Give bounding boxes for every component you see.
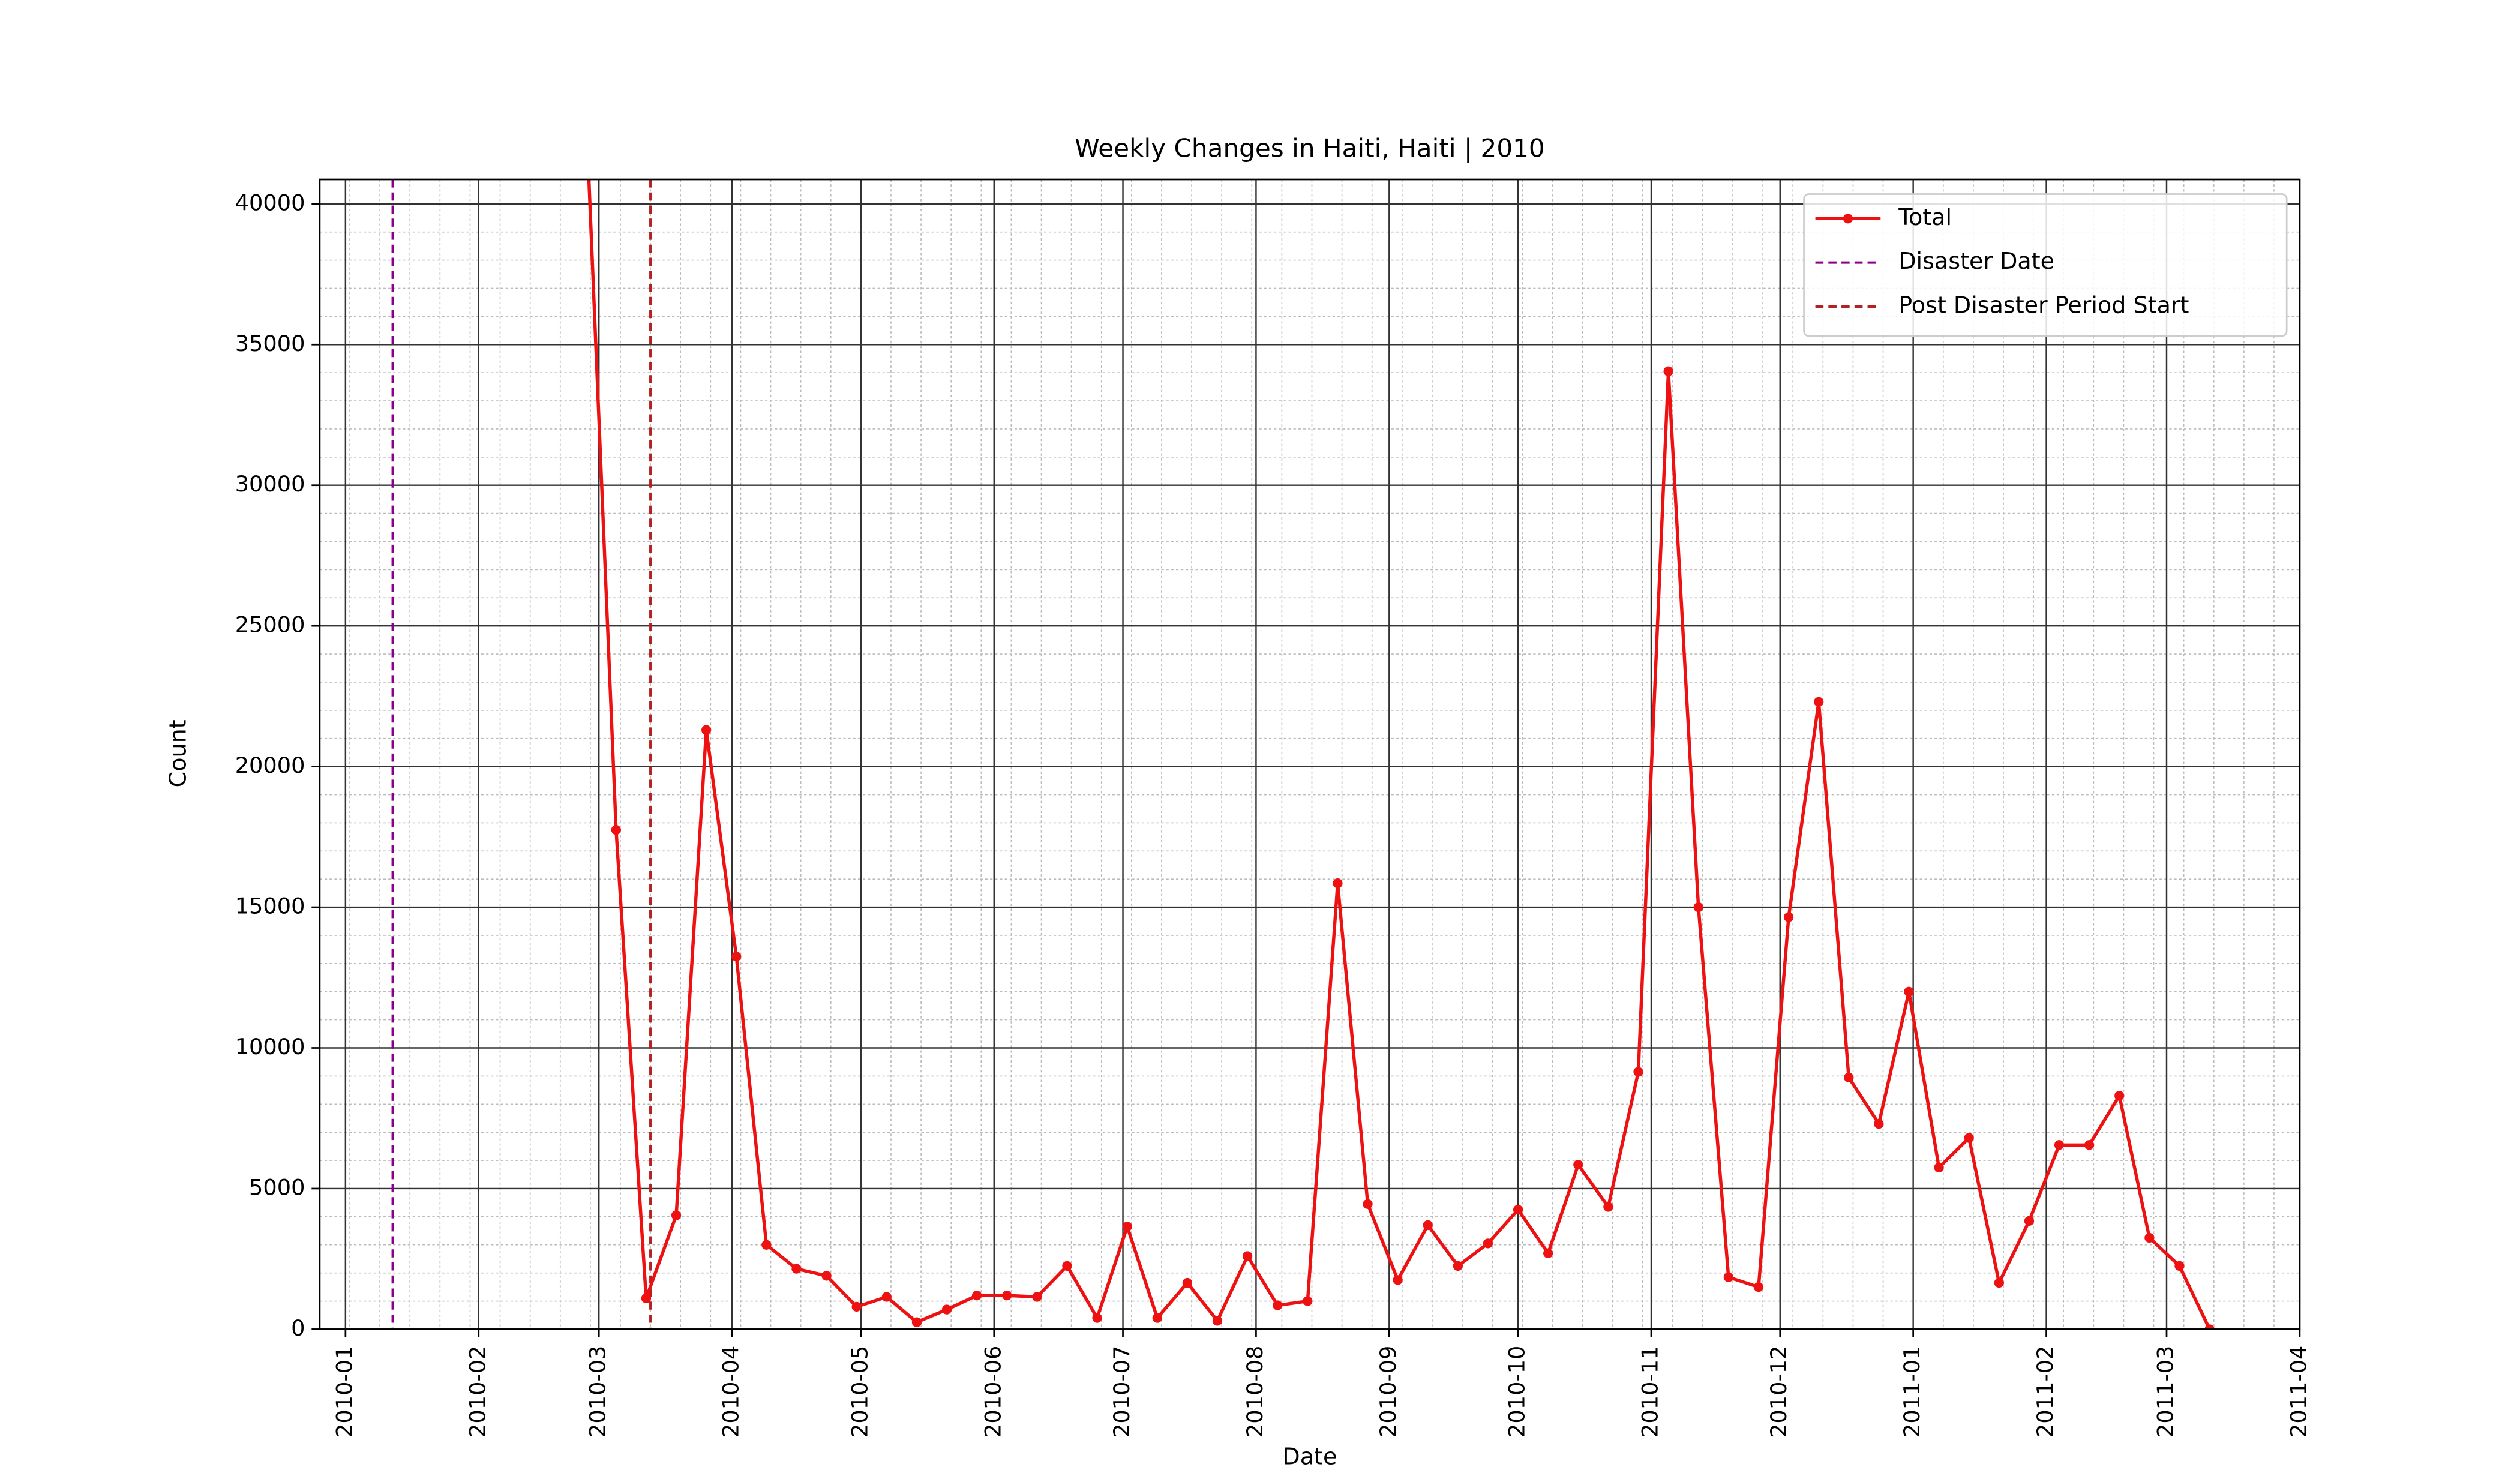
data-point [911,1317,922,1327]
legend-label: Total [1898,204,1952,230]
y-tick-label: 10000 [235,1034,305,1060]
x-tick-label: 2010-04 [718,1346,744,1438]
x-tick-label: 2010-07 [1109,1346,1135,1438]
data-point [1543,1248,1553,1258]
x-tick-label: 2010-10 [1504,1346,1530,1438]
data-point [941,1304,952,1315]
x-tick-label: 2010-02 [464,1346,490,1438]
data-point [1393,1275,1403,1285]
x-tick-label: 2010-06 [980,1346,1006,1438]
data-point [1844,1072,1854,1082]
data-point [731,951,742,962]
data-point [2114,1091,2125,1101]
data-point [1182,1277,1193,1288]
y-tick-label: 5000 [249,1174,305,1200]
data-point [2084,1140,2095,1150]
legend-label: Disaster Date [1898,248,2054,274]
x-tick-label: 2010-03 [585,1346,611,1438]
y-tick-label: 35000 [235,331,305,356]
data-point [1212,1316,1223,1326]
data-point [671,1210,682,1220]
chart-title: Weekly Changes in Haiti, Haiti | 2010 [1075,134,1545,163]
data-point [1633,1067,1643,1077]
x-tick-label: 2010-08 [1242,1346,1268,1438]
data-point [1273,1300,1283,1310]
data-point [1603,1202,1613,1212]
data-point [1753,1282,1764,1292]
axes: 0 5000 10000 15000 20000 25000 30000 35000 40000… [235,190,2312,1438]
data-point [1513,1204,1523,1215]
data-point [1092,1313,1102,1323]
data-point [1693,902,1703,913]
x-tick-label: 2011-02 [2032,1346,2058,1438]
data-point [1152,1313,1162,1323]
data-point [1723,1272,1734,1282]
data-point [2174,1261,2185,1271]
y-tick-label: 25000 [235,612,305,638]
x-tick-label: 2011-01 [1899,1346,1925,1438]
plot-area [391,179,2215,1330]
legend: Total Disaster Date Post Disaster Period S… [1803,193,2288,337]
legend-label: Post Disaster Period Start [1898,292,2189,319]
data-point [1242,1251,1253,1261]
data-point [1783,912,1794,922]
data-point [611,824,621,835]
data-point [1573,1159,1583,1170]
x-axis-label: Date [1282,1444,1337,1470]
data-point [1964,1133,1974,1143]
y-tick-label: 40000 [235,190,305,215]
data-point [1002,1290,1012,1301]
y-tick-label: 30000 [235,471,305,497]
data-point [1904,986,1914,997]
data-point [761,1240,772,1250]
data-point [1062,1261,1072,1271]
x-tick-label: 2011-03 [2153,1346,2179,1438]
x-tick-label: 2010-09 [1375,1346,1401,1438]
x-tick-label: 2011-04 [2285,1346,2311,1438]
data-point [821,1271,832,1281]
plot-frame [319,178,2301,1330]
data-point [1122,1222,1132,1232]
data-point [1423,1220,1433,1231]
x-tick-label: 2010-11 [1637,1346,1663,1438]
data-point [2024,1216,2035,1226]
x-tick-label: 2010-01 [331,1346,357,1438]
y-axis-label: Count [165,719,191,787]
legend-box [1803,193,2288,337]
data-point [701,725,712,735]
data-point [2054,1140,2065,1150]
data-point [1814,697,1824,707]
x-tick-label: 2010-05 [847,1346,872,1438]
data-point [1453,1261,1463,1271]
data-point [971,1290,982,1301]
data-point [641,1293,652,1303]
data-point [1663,366,1673,376]
data-point [1874,1118,1884,1129]
data-point [2144,1232,2155,1243]
data-point [791,1264,802,1274]
data-point [1303,1296,1313,1306]
data-point [1032,1292,1042,1302]
data-point [1363,1199,1373,1209]
grid [319,179,2301,1330]
x-tick-label: 2010-12 [1766,1346,1792,1438]
y-tick-label: 15000 [235,893,305,919]
data-point [851,1301,862,1312]
y-tick-label: 20000 [235,752,305,778]
data-point [1483,1238,1493,1249]
data-point [881,1292,892,1302]
data-point [1333,878,1343,889]
legend-swatch-marker [1843,214,1853,224]
data-point [1994,1277,2004,1288]
data-point [1934,1162,1944,1172]
data-point [2204,1324,2215,1330]
y-tick-label: 0 [291,1315,305,1341]
